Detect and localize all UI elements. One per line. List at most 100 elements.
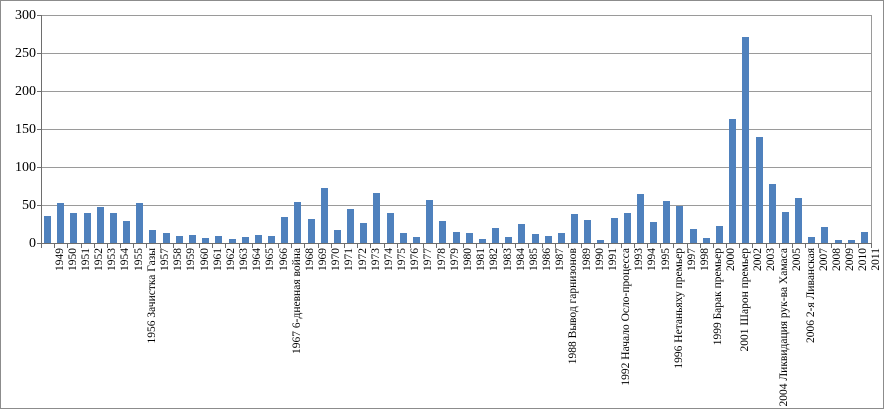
x-axis-tick — [475, 244, 477, 248]
bar — [781, 211, 789, 243]
x-axis-label: 1992 Начало Осло-процесса — [620, 248, 633, 386]
x-axis-tick — [660, 244, 662, 248]
x-axis-label: 1963 — [238, 248, 251, 271]
bar — [860, 232, 868, 243]
x-axis-label: 2009 — [844, 248, 857, 271]
x-axis-label: 1984 — [514, 248, 527, 271]
y-axis-tick — [37, 53, 41, 54]
bar — [347, 208, 355, 243]
gridline — [41, 167, 871, 168]
x-axis-tick — [581, 244, 583, 248]
x-axis-tick — [423, 244, 425, 248]
x-axis-tick — [396, 244, 398, 248]
bar — [544, 236, 552, 243]
x-axis-tick — [146, 244, 148, 248]
x-axis-tick — [330, 244, 332, 248]
x-axis-tick — [120, 244, 122, 248]
y-axis-label: 300 — [15, 8, 36, 23]
x-axis-label: 2003 — [765, 248, 778, 271]
x-axis-label: 1968 — [303, 248, 316, 271]
bar — [518, 224, 526, 243]
x-axis-tick — [739, 244, 741, 248]
x-axis-line — [41, 243, 872, 244]
x-axis-tick — [199, 244, 201, 248]
x-axis-tick — [699, 244, 701, 248]
bar — [57, 203, 65, 243]
y-axis-tick — [37, 91, 41, 92]
bar — [44, 215, 52, 243]
bar — [241, 236, 249, 243]
bar — [294, 201, 302, 243]
bar — [636, 194, 644, 243]
x-axis-tick — [791, 244, 793, 248]
bar — [333, 230, 341, 243]
x-axis-label: 1965 — [264, 248, 277, 271]
x-axis-label: 2002 — [751, 248, 764, 271]
x-axis-tick — [712, 244, 714, 248]
x-axis-label: 2010 — [857, 248, 870, 271]
x-axis-label: 1994 — [646, 248, 659, 271]
bar — [439, 220, 447, 243]
bar — [281, 217, 289, 243]
gridline — [41, 205, 871, 206]
x-axis-tick — [225, 244, 227, 248]
x-axis-tick — [41, 244, 42, 248]
x-axis-tick — [528, 244, 530, 248]
x-axis-label: 1959 — [185, 248, 198, 271]
x-axis-label: 1955 — [132, 248, 145, 271]
x-axis-label: 1993 — [633, 248, 646, 271]
x-axis-tick — [409, 244, 411, 248]
bar — [360, 223, 368, 243]
bar — [412, 236, 420, 243]
bar — [123, 220, 131, 243]
x-axis-tick — [857, 244, 859, 248]
x-axis-tick — [726, 244, 728, 248]
x-axis-label: 1952 — [93, 248, 106, 271]
x-axis-tick — [251, 244, 253, 248]
bar — [676, 205, 684, 243]
x-axis-label: 1960 — [198, 248, 211, 271]
x-axis-tick — [172, 244, 174, 248]
x-axis-label: 1989 — [580, 248, 593, 271]
x-axis-tick — [357, 244, 359, 248]
x-axis-tick — [673, 244, 675, 248]
bar — [254, 235, 262, 243]
bar — [663, 201, 671, 243]
gridline — [41, 15, 871, 16]
x-axis-label: 1977 — [422, 248, 435, 271]
bar — [426, 199, 434, 243]
bar — [452, 231, 460, 243]
bar — [729, 119, 737, 243]
x-axis-label: 1995 — [659, 248, 672, 271]
x-axis-label: 1990 — [593, 248, 606, 271]
x-axis-label: 2001 Шарон премьер — [738, 248, 751, 352]
bar — [136, 203, 144, 243]
x-axis-tick — [633, 244, 635, 248]
bar — [189, 234, 196, 243]
bar — [531, 233, 539, 243]
bar — [386, 213, 394, 243]
x-axis-label: 1988 Вывод гарнизонов — [567, 248, 580, 365]
x-axis-tick — [291, 244, 293, 248]
y-axis-line — [41, 15, 42, 244]
y-axis-tick — [37, 167, 41, 168]
x-axis-label: 1950 — [66, 248, 79, 271]
x-axis-tick — [515, 244, 517, 248]
bar — [597, 239, 605, 243]
x-axis-tick — [317, 244, 319, 248]
x-axis-label: 1998 — [699, 248, 712, 271]
bar — [689, 229, 697, 243]
x-axis-label: 1986 — [541, 248, 554, 271]
bar — [557, 233, 565, 243]
x-axis-tick — [383, 244, 385, 248]
bar — [795, 198, 803, 243]
x-axis-label: 1976 — [409, 248, 422, 271]
y-axis-label: 250 — [15, 46, 36, 61]
bar — [702, 238, 710, 243]
bar — [320, 187, 328, 243]
x-axis-tick — [488, 244, 490, 248]
x-axis-tick — [686, 244, 688, 248]
x-axis-tick — [567, 244, 569, 248]
x-axis-label: 1999 Барак премьер — [712, 248, 725, 346]
x-axis-label: 1979 — [448, 248, 461, 271]
